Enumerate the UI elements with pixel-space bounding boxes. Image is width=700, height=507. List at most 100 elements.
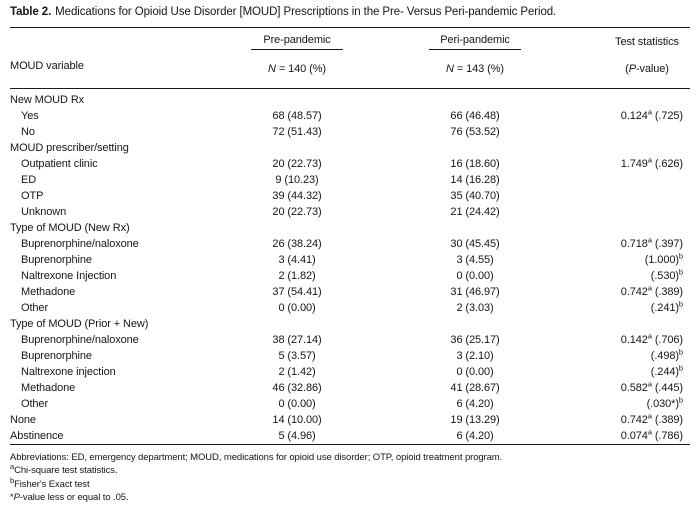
peri-value: 41 (28.67) bbox=[450, 382, 500, 394]
row-label: Yes bbox=[21, 110, 39, 122]
pre-value: 5 (4.96) bbox=[242, 428, 352, 445]
footnote-fishers-exact: bFisher's Exact test bbox=[10, 475, 90, 490]
table-footnotes: Abbreviations: ED, emergency department;… bbox=[10, 451, 690, 505]
peri-value: 76 (53.52) bbox=[450, 126, 500, 138]
peri-value: 36 (25.17) bbox=[450, 334, 500, 346]
peri-value: 66 (46.48) bbox=[450, 110, 500, 122]
column-group-pre-pandemic: Pre-pandemic bbox=[251, 34, 343, 50]
footnote-chi-square: aChi-square test statistics. bbox=[10, 462, 118, 477]
stat-value bbox=[604, 172, 690, 188]
table-row: Naltrexone Injection 2 (1.82) 0 (0.00) (… bbox=[10, 268, 690, 284]
pre-value: 5 (3.57) bbox=[278, 350, 316, 362]
header-spanner-row: Pre-pandemic Peri-pandemic Test statisti… bbox=[10, 27, 690, 50]
stat-value: (.030*)b bbox=[646, 395, 684, 410]
row-label: Naltrexone injection bbox=[21, 366, 116, 378]
column-header-pre-n: N = 140 (%) bbox=[242, 50, 352, 89]
stat-value bbox=[604, 124, 690, 140]
pre-value: 9 (10.23) bbox=[275, 174, 319, 186]
peri-value: 6 (4.20) bbox=[456, 398, 494, 410]
pre-value: 68 (48.57) bbox=[272, 110, 322, 122]
row-label: OTP bbox=[21, 190, 44, 202]
section-label: MOUD prescriber/setting bbox=[10, 142, 129, 154]
row-label: Unknown bbox=[21, 206, 67, 218]
pre-value: 20 (22.73) bbox=[272, 158, 322, 170]
pre-value: 0 (0.00) bbox=[278, 302, 316, 314]
table-row: Outpatient clinic 20 (22.73) 16 (18.60) … bbox=[10, 156, 690, 172]
row-label: Other bbox=[21, 398, 49, 410]
stat-value: (.498)b bbox=[650, 347, 683, 362]
footnote-abbreviations: Abbreviations: ED, emergency department;… bbox=[10, 452, 503, 463]
row-label: ED bbox=[21, 174, 37, 186]
table-row: Methadone 46 (32.86) 41 (28.67) 0.582a (… bbox=[10, 380, 690, 396]
table-row: OTP 39 (44.32) 35 (40.70) bbox=[10, 188, 690, 204]
table-number: Table 2. bbox=[10, 6, 52, 18]
row-label: Other bbox=[21, 302, 49, 314]
table-row: Buprenorphine 3 (4.41) 3 (4.55) (1.000)b bbox=[10, 252, 690, 268]
row-label: Buprenorphine bbox=[21, 254, 92, 266]
peri-value: 16 (18.60) bbox=[450, 158, 500, 170]
peri-value: 14 (16.28) bbox=[450, 174, 500, 186]
pre-value: 0 (0.00) bbox=[278, 398, 316, 410]
pre-value: 2 (1.82) bbox=[278, 270, 316, 282]
stat-value bbox=[604, 188, 690, 204]
stat-value: 0.124a (.725) bbox=[620, 107, 683, 122]
column-header-p-value: (P-value) bbox=[604, 50, 690, 89]
table-row: Other 0 (0.00) 2 (3.03) (.241)b bbox=[10, 300, 690, 316]
pre-value: 39 (44.32) bbox=[272, 190, 322, 202]
stat-value bbox=[604, 204, 690, 220]
peri-value: 3 (2.10) bbox=[456, 350, 494, 362]
peri-value: 19 (13.29) bbox=[450, 414, 500, 426]
row-label: Abstinence bbox=[10, 428, 242, 445]
stat-value: 0.742a (.389) bbox=[620, 283, 683, 298]
table-row: New MOUD Rx bbox=[10, 89, 690, 109]
table-caption: Medications for Opioid Use Disorder [MOU… bbox=[55, 6, 557, 18]
stat-value: (.530)b bbox=[650, 267, 683, 282]
peri-value: 30 (45.45) bbox=[450, 238, 500, 250]
table-row: Buprenorphine/naloxone 26 (38.24) 30 (45… bbox=[10, 236, 690, 252]
section-label: New MOUD Rx bbox=[10, 94, 85, 106]
section-label: Type of MOUD (New Rx) bbox=[10, 222, 130, 234]
row-label: No bbox=[21, 126, 35, 138]
table-row: Type of MOUD (New Rx) bbox=[10, 220, 690, 236]
stat-value: (1.000)b bbox=[644, 251, 683, 266]
peri-value: 0 (0.00) bbox=[456, 366, 494, 378]
pre-value: 14 (10.00) bbox=[272, 414, 322, 426]
row-label: None bbox=[10, 414, 36, 426]
table-row: MOUD prescriber/setting bbox=[10, 140, 690, 156]
stat-value: 0.718a (.397) bbox=[620, 235, 683, 250]
stat-value: (.244)b bbox=[650, 363, 683, 378]
column-header-test-statistics: Test statistics bbox=[604, 27, 690, 50]
table-title: Table 2. Medications for Opioid Use Disor… bbox=[10, 5, 690, 19]
pre-value: 26 (38.24) bbox=[272, 238, 322, 250]
section-label: Type of MOUD (Prior + New) bbox=[10, 318, 149, 330]
header-row: MOUD variable N = 140 (%) N = 143 (%) (P… bbox=[10, 50, 690, 89]
row-label: Methadone bbox=[21, 286, 76, 298]
footnote-p-value: *P-value less or equal to .05. bbox=[10, 492, 129, 504]
table-row: ED 9 (10.23) 14 (16.28) bbox=[10, 172, 690, 188]
table-row: Buprenorphine/naloxone 38 (27.14) 36 (25… bbox=[10, 332, 690, 348]
stat-value: 0.742a (.389) bbox=[620, 411, 683, 426]
pre-value: 38 (27.14) bbox=[272, 334, 322, 346]
row-label: Methadone bbox=[21, 382, 76, 394]
peri-value: 6 (4.20) bbox=[420, 428, 530, 445]
pre-value: 3 (4.41) bbox=[278, 254, 316, 266]
pre-value: 37 (54.41) bbox=[272, 286, 322, 298]
table-row: None 14 (10.00) 19 (13.29) 0.742a (.389) bbox=[10, 412, 690, 428]
stat-value: 0.142a (.706) bbox=[620, 331, 683, 346]
peri-value: 31 (46.97) bbox=[450, 286, 500, 298]
table-row: Naltrexone injection 2 (1.42) 0 (0.00) (… bbox=[10, 364, 690, 380]
peri-value: 3 (4.55) bbox=[456, 254, 494, 266]
peri-value: 21 (24.42) bbox=[450, 206, 500, 218]
table-row: Yes 68 (48.57) 66 (46.48) 0.124a (.725) bbox=[10, 108, 690, 124]
column-header-moud-variable: MOUD variable bbox=[10, 50, 242, 89]
stat-value: 1.749a (.626) bbox=[620, 155, 683, 170]
row-label: Buprenorphine/naloxone bbox=[21, 238, 139, 250]
table-row: Abstinence 5 (4.96) 6 (4.20) 0.074a (.78… bbox=[10, 428, 690, 445]
row-label: Buprenorphine bbox=[21, 350, 92, 362]
column-group-peri-pandemic: Peri-pandemic bbox=[429, 34, 521, 50]
row-label: Buprenorphine/naloxone bbox=[21, 334, 139, 346]
column-header-peri-n: N = 143 (%) bbox=[420, 50, 530, 89]
pre-value: 20 (22.73) bbox=[272, 206, 322, 218]
stat-value: 0.074a (.786) bbox=[604, 428, 690, 445]
